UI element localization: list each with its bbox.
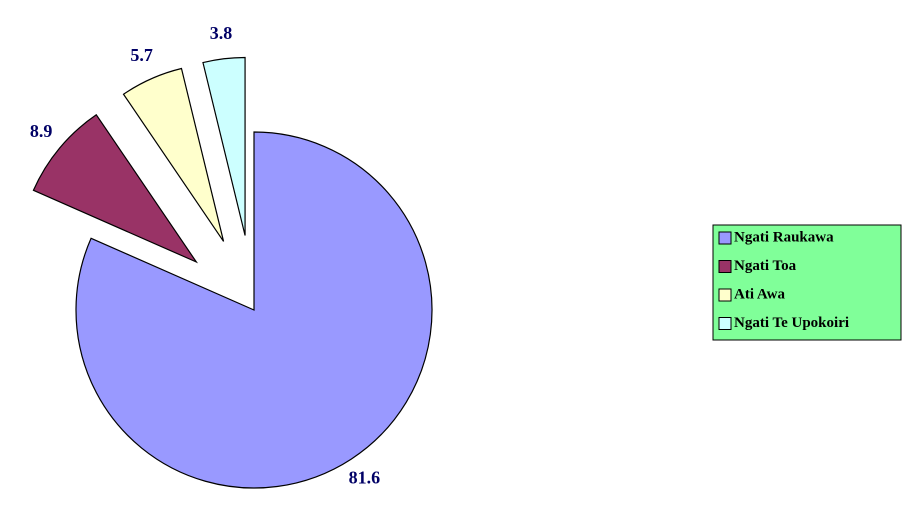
legend-label: Ngati Te Upokoiri	[734, 315, 849, 331]
legend-label: Ati Awa	[734, 286, 785, 302]
legend-swatch	[718, 288, 732, 302]
legend-label: Ngati Toa	[734, 258, 797, 274]
legend-swatch	[718, 317, 732, 330]
legend-box	[712, 224, 902, 341]
legend-swatch	[718, 231, 732, 245]
legend: Ngati Raukawa Ngati Toa Ati Awa Ngati Te Up…	[712, 224, 902, 341]
data-label: 5.7	[130, 45, 153, 65]
legend-label: Ngati Raukawa	[734, 229, 834, 245]
pie-slice	[202, 56, 246, 236]
data-label: 8.9	[30, 121, 53, 141]
legend-swatch	[718, 260, 732, 273]
data-label: 81.6	[349, 467, 381, 487]
data-label: 3.8	[210, 23, 233, 43]
pie-slice	[32, 113, 199, 264]
pie-slice	[75, 131, 433, 489]
pie-slice	[122, 67, 225, 242]
